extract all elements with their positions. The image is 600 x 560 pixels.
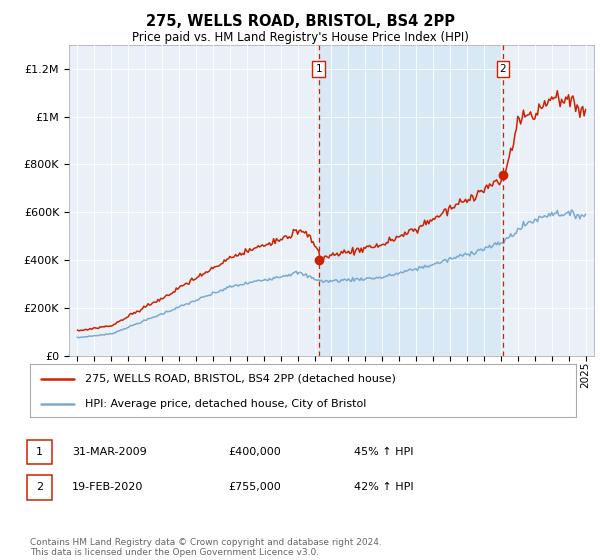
Text: 1: 1 bbox=[36, 447, 43, 457]
Text: 1: 1 bbox=[316, 64, 322, 74]
Text: £755,000: £755,000 bbox=[228, 482, 281, 492]
Text: 2: 2 bbox=[36, 482, 43, 492]
Text: 31-MAR-2009: 31-MAR-2009 bbox=[72, 447, 147, 457]
Bar bbox=[319, 45, 503, 356]
Text: 275, WELLS ROAD, BRISTOL, BS4 2PP (detached house): 275, WELLS ROAD, BRISTOL, BS4 2PP (detac… bbox=[85, 374, 395, 384]
Text: 19-FEB-2020: 19-FEB-2020 bbox=[72, 482, 143, 492]
Text: Price paid vs. HM Land Registry's House Price Index (HPI): Price paid vs. HM Land Registry's House … bbox=[131, 31, 469, 44]
Text: 45% ↑ HPI: 45% ↑ HPI bbox=[354, 447, 413, 457]
Text: 275, WELLS ROAD, BRISTOL, BS4 2PP: 275, WELLS ROAD, BRISTOL, BS4 2PP bbox=[146, 14, 455, 29]
Text: 42% ↑ HPI: 42% ↑ HPI bbox=[354, 482, 413, 492]
Text: HPI: Average price, detached house, City of Bristol: HPI: Average price, detached house, City… bbox=[85, 399, 366, 409]
Text: £400,000: £400,000 bbox=[228, 447, 281, 457]
Text: Contains HM Land Registry data © Crown copyright and database right 2024.
This d: Contains HM Land Registry data © Crown c… bbox=[30, 538, 382, 557]
Text: 2: 2 bbox=[500, 64, 506, 74]
